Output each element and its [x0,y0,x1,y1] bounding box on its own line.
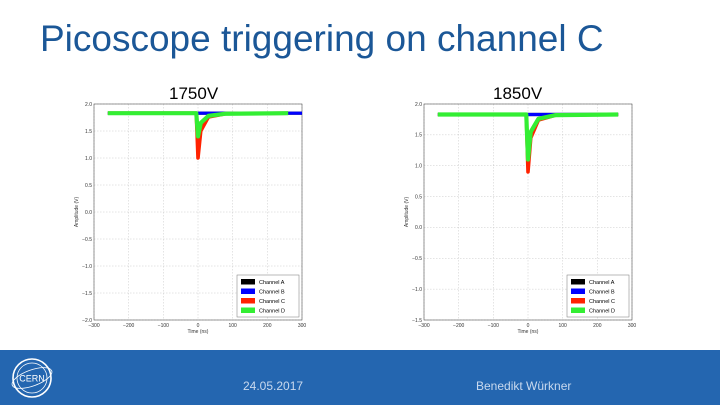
legend-swatch [241,307,255,313]
slide-title: Picoscope triggering on channel C [40,18,604,59]
x-axis-label: Time (ns) [518,329,539,335]
y-tick-label: 0.5 [415,194,422,200]
legend-label: Channel B [259,290,285,296]
legend-swatch [571,307,585,313]
legend-swatch [571,288,585,294]
y-tick-label: −0.5 [82,237,92,243]
x-tick-label: −300 [418,323,429,329]
y-tick-label: −1.5 [82,291,92,297]
y-tick-label: 1.5 [415,133,422,139]
y-tick-label: 1.0 [85,156,92,162]
legend-label: Channel B [589,290,615,296]
legend-label: Channel A [259,280,285,286]
legend-swatch [571,279,585,285]
x-tick-label: 200 [263,323,272,329]
y-tick-label: 1.5 [85,129,92,135]
legend-swatch [241,288,255,294]
series-group [107,111,302,160]
y-tick-label: −2.0 [82,318,92,324]
y-tick-label: −0.5 [412,256,422,262]
legend-swatch [241,298,255,304]
x-tick-label: −100 [158,323,169,329]
y-tick-label: −1.5 [412,318,422,324]
legend-label: Channel D [259,309,285,315]
y-tick-label: 2.0 [415,102,422,108]
series-line-channel-d [107,111,289,139]
x-tick-label: 0 [197,323,200,329]
x-axis-label: Time (ns) [188,329,209,335]
legend-label: Channel C [589,299,615,305]
x-tick-label: 100 [558,323,567,329]
x-tick-label: 300 [628,323,637,329]
y-tick-label: 2.0 [85,102,92,108]
footer-author: Benedikt Würkner [476,379,572,393]
y-tick-label: 1.0 [415,164,422,170]
y-tick-label: 0.0 [85,210,92,216]
logo-text: CERN [19,374,45,384]
y-axis-label: Amplitude (V) [74,197,80,228]
cern-logo-icon: CERN [11,358,53,398]
series-line-channel-d [437,112,619,162]
x-tick-label: −200 [123,323,134,329]
legend-label: Channel C [259,299,285,305]
footer-bar [0,350,720,405]
x-tick-label: 100 [228,323,237,329]
chart-heading-1850v: 1850V [493,84,543,103]
chart-heading-1750v: 1750V [169,84,219,103]
x-tick-label: −200 [453,323,464,329]
y-tick-label: 0.5 [85,183,92,189]
x-tick-label: 0 [527,323,530,329]
chart-1750v: −300 −200 −100 0 100 200 300 −2.0 −1.5 −1.0 −0.5 0.… [74,102,307,335]
x-tick-label: −300 [88,323,99,329]
y-tick-label: −1.0 [82,264,92,270]
y-tick-label: 0.0 [415,225,422,231]
x-tick-label: 200 [593,323,602,329]
series-group [437,112,619,174]
x-tick-label: −100 [488,323,499,329]
legend-swatch [241,279,255,285]
plot-frame [423,103,633,321]
plot-frame [93,103,303,321]
x-tick-label: 300 [298,323,307,329]
chart-1850v: −300 −200 −100 0 100 200 300 −1.5 −1.0 −0.5 0.0 0.5… [404,102,637,335]
legend-label: Channel D [589,309,615,315]
y-axis-label: Amplitude (V) [404,197,410,228]
legend-swatch [571,298,585,304]
footer-date: 24.05.2017 [243,379,304,393]
legend-label: Channel A [589,280,615,286]
y-tick-label: −1.0 [412,287,422,293]
